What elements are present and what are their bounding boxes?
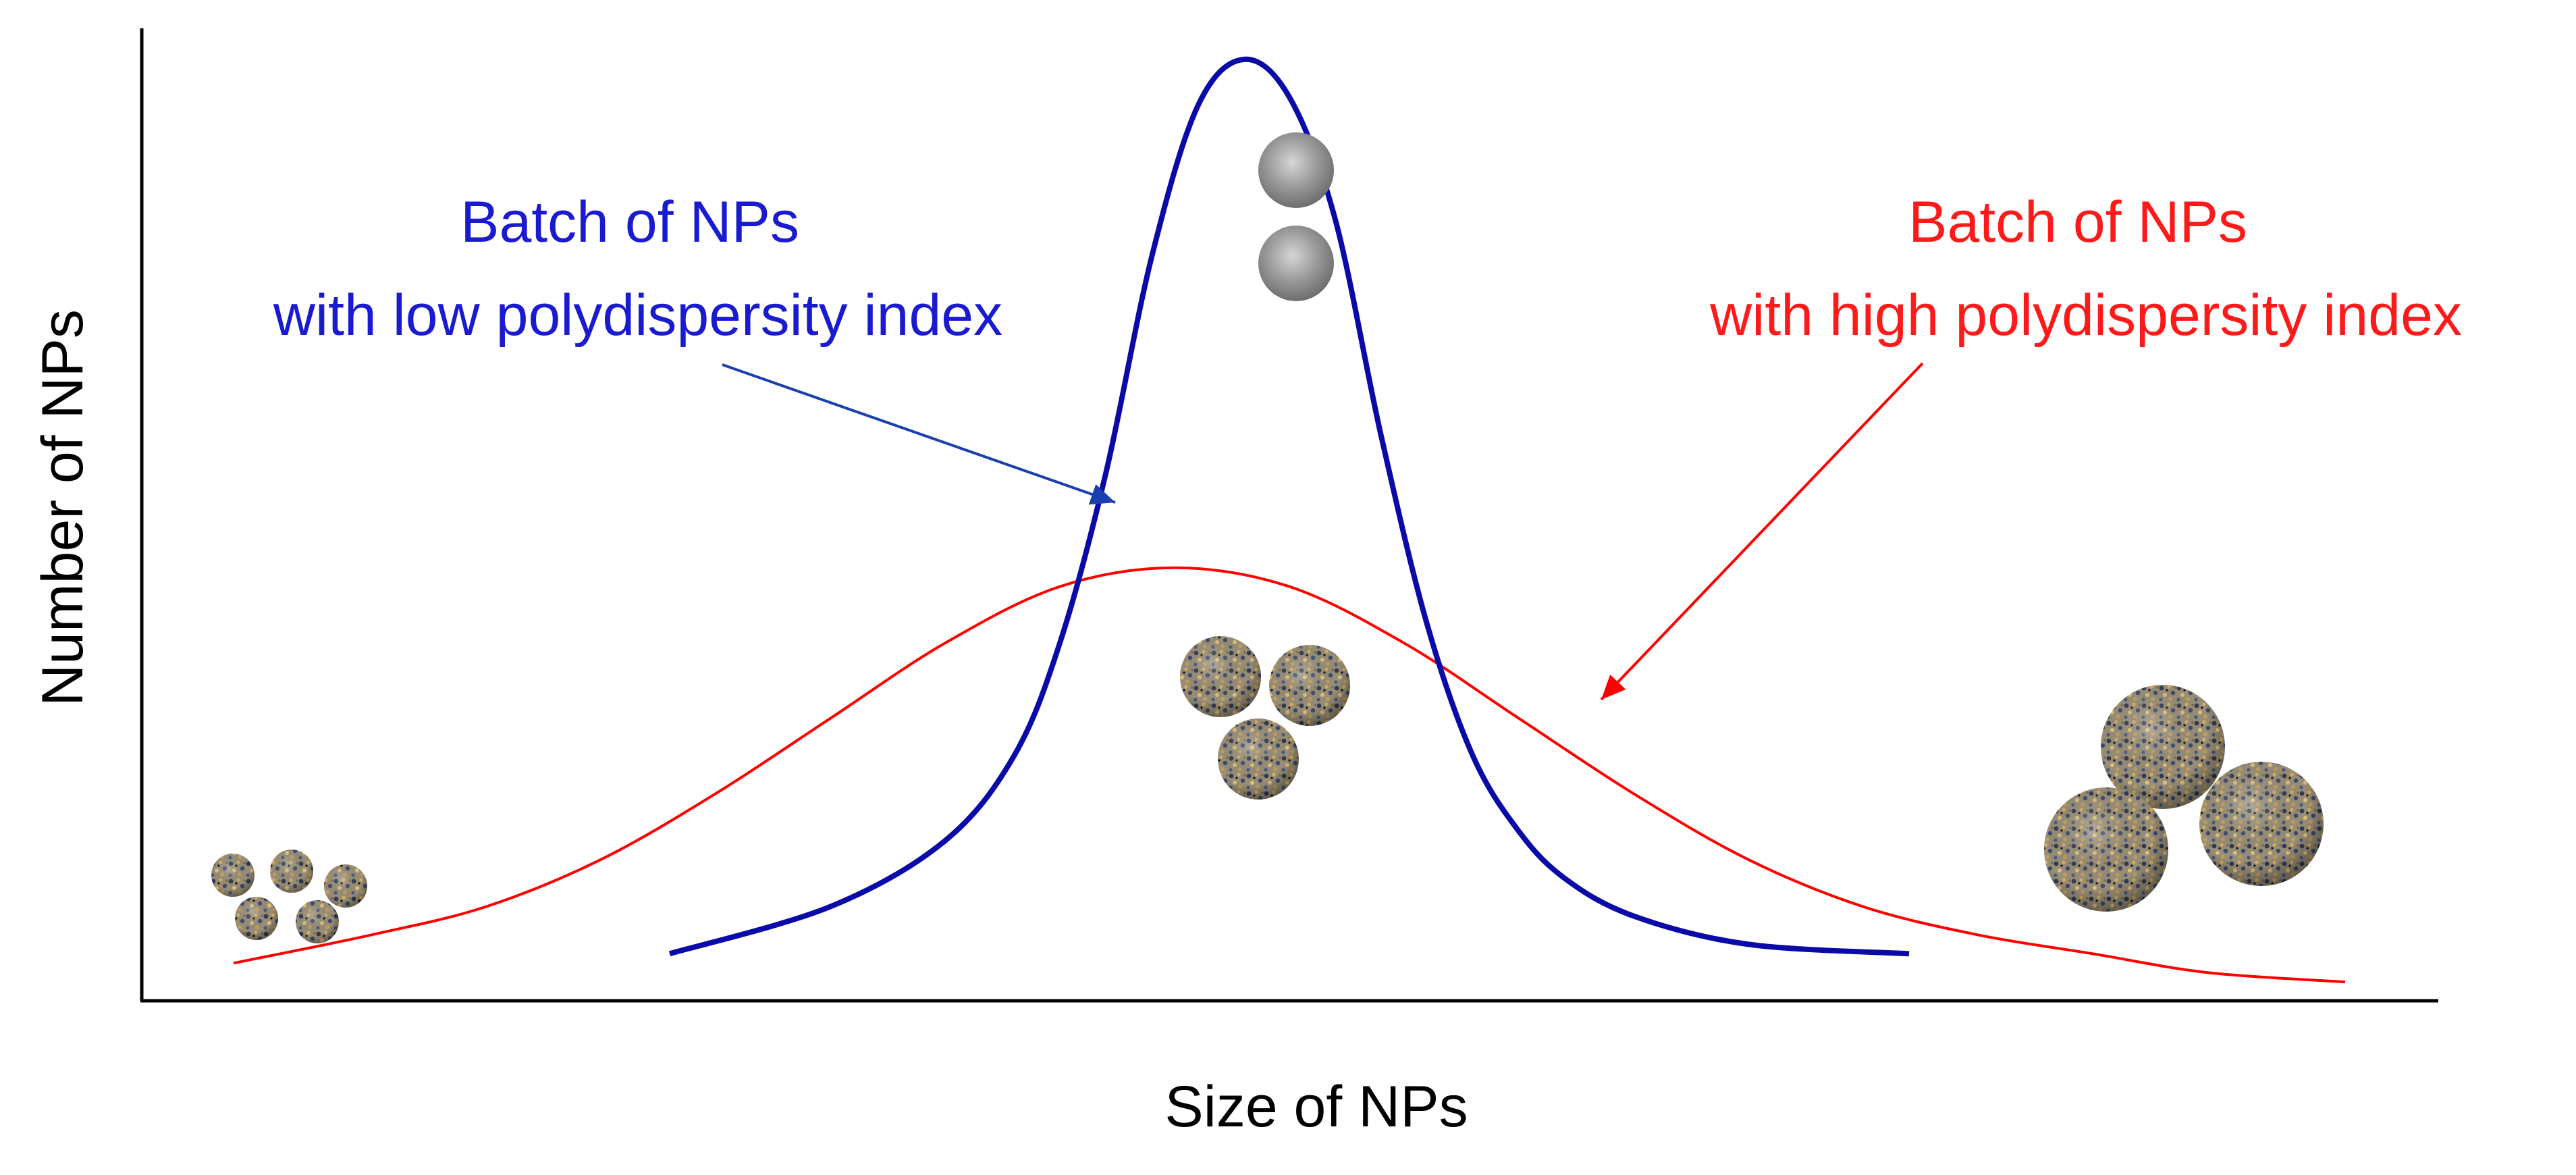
annotation-high-pdi-line1: Batch of NPs (1908, 190, 2247, 255)
uniform-nanoparticles-illustration (1258, 132, 1334, 301)
medium-nanoparticles-illustration (1180, 636, 1350, 800)
annotation-high-pdi: Batch of NPs with high polydispersity in… (1709, 190, 2462, 348)
annotation-low-pdi-line2: with low polydispersity index (273, 283, 1002, 348)
x-axis-title: Size of NPs (1164, 1074, 1468, 1139)
series-low-pdi-curve (668, 56, 1910, 957)
annotation-arrow-high-pdi (1600, 362, 1924, 701)
annotation-low-pdi-line1: Batch of NPs (460, 190, 799, 255)
y-axis-title: Number of NPs (30, 309, 95, 706)
series-high-pdi-curve (233, 566, 2346, 984)
annotation-arrow-low-pdi (722, 363, 1116, 505)
large-nanoparticles-illustration (2044, 685, 2324, 912)
annotation-high-pdi-line2: with high polydispersity index (1709, 283, 2462, 348)
small-nanoparticles-illustration (211, 850, 367, 943)
annotation-low-pdi: Batch of NPs with low polydispersity ind… (273, 190, 1002, 348)
